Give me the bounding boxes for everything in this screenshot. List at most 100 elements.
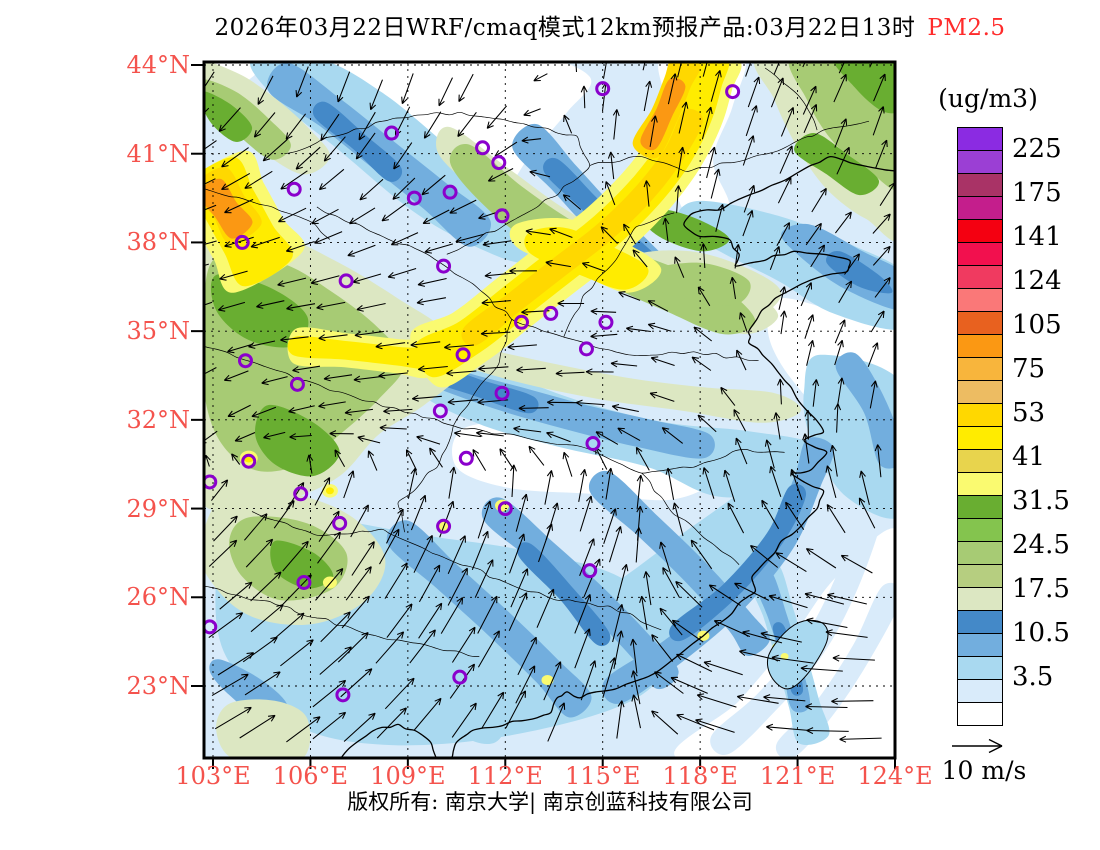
wind-arrow bbox=[204, 178, 216, 185]
pm25-spot bbox=[541, 674, 554, 686]
station-marker bbox=[338, 273, 354, 289]
wind-arrow bbox=[219, 270, 248, 281]
station-marker bbox=[332, 515, 348, 531]
wind-arrow bbox=[318, 168, 345, 191]
wind-arrow bbox=[800, 665, 843, 672]
wind-arrow bbox=[831, 697, 874, 705]
station-marker bbox=[406, 190, 422, 206]
station-marker bbox=[491, 155, 507, 171]
legend-color-cell bbox=[957, 541, 1003, 565]
wind-arrow bbox=[227, 404, 251, 418]
wind-arrow bbox=[314, 477, 331, 506]
wind-arrow bbox=[736, 694, 779, 704]
wind-arrow bbox=[736, 349, 747, 371]
wind-arrow bbox=[697, 286, 711, 307]
lat-label: 44°N bbox=[126, 51, 190, 79]
wind-arrow bbox=[579, 495, 593, 532]
plot-title-text: 2026年03月22日WRF/cmaq模式12km预报产品:03月22日13时 bbox=[214, 15, 916, 41]
pm25-band bbox=[669, 483, 807, 642]
wind-arrow bbox=[221, 172, 251, 191]
lon-label: 109°E bbox=[370, 762, 446, 790]
plot-title-species: PM2.5 bbox=[927, 15, 1006, 41]
legend-color-cell bbox=[957, 449, 1003, 473]
wind-arrow bbox=[345, 566, 372, 601]
wind-arrow bbox=[616, 563, 629, 602]
wind-arrow bbox=[739, 649, 781, 662]
wind-arrow bbox=[285, 113, 307, 140]
station-marker bbox=[204, 474, 218, 490]
wind-arrow bbox=[769, 465, 782, 497]
wind-arrow bbox=[581, 261, 606, 272]
wind-arrow bbox=[343, 712, 376, 742]
wind-arrow bbox=[840, 554, 873, 574]
station-marker bbox=[475, 140, 491, 156]
station-marker bbox=[455, 347, 471, 363]
wind-arrow bbox=[224, 198, 254, 214]
wind-arrow bbox=[827, 592, 867, 605]
lon-label: 106°E bbox=[272, 762, 349, 790]
wind-arrow bbox=[509, 267, 537, 275]
legend-tick-label: 17.5 bbox=[1012, 574, 1070, 604]
wind-arrow bbox=[358, 111, 376, 141]
pm25-region bbox=[642, 262, 751, 306]
legend-unit-label: (ug/m3) bbox=[938, 84, 1038, 113]
wind-arrow bbox=[343, 470, 355, 499]
wind-arrow bbox=[750, 544, 779, 568]
legend-color-cell bbox=[957, 334, 1003, 358]
wind-arrow bbox=[529, 169, 551, 178]
wind-arrow bbox=[872, 106, 885, 136]
province-boundary bbox=[251, 511, 662, 631]
pm25-region bbox=[676, 200, 895, 330]
wind-arrow bbox=[337, 632, 369, 663]
wind-arrow bbox=[477, 595, 498, 634]
wind-arrow bbox=[271, 612, 305, 641]
wind-arrow bbox=[224, 236, 254, 248]
legend-color-cell bbox=[957, 127, 1003, 151]
wind-arrow bbox=[510, 568, 529, 608]
legend-tick-label: 24.5 bbox=[1012, 530, 1070, 560]
wind-arrow bbox=[384, 677, 415, 710]
wind-arrow bbox=[867, 342, 879, 367]
province-boundary bbox=[453, 319, 513, 426]
wind-arrow bbox=[729, 276, 737, 300]
wind-arrow bbox=[227, 343, 254, 354]
legend-tick-label: 41 bbox=[1012, 442, 1046, 472]
wind-arrow bbox=[745, 105, 758, 137]
wind-arrow bbox=[405, 449, 418, 471]
wind-arrow bbox=[277, 207, 307, 223]
wind-arrow bbox=[800, 282, 813, 307]
wind-arrow bbox=[487, 168, 514, 182]
pm25-region bbox=[270, 540, 334, 589]
wind-arrow bbox=[806, 727, 849, 735]
wind-arrow bbox=[336, 71, 351, 103]
wind-arrow bbox=[812, 379, 820, 407]
province-boundary bbox=[563, 336, 759, 362]
lon-label: 112°E bbox=[467, 762, 543, 790]
wind-arrow bbox=[651, 710, 679, 735]
wind-arrow bbox=[350, 504, 369, 538]
wind-arrow bbox=[384, 562, 408, 599]
wind-arrow bbox=[626, 325, 651, 333]
wind-arrow bbox=[580, 85, 588, 109]
wind-arrow bbox=[563, 114, 573, 134]
wind-arrow bbox=[499, 448, 515, 470]
legend-color-cell bbox=[957, 495, 1003, 519]
wind-arrow bbox=[695, 718, 735, 733]
wind-arrow bbox=[208, 539, 238, 567]
wind-arrow bbox=[347, 244, 376, 257]
wind-arrow bbox=[546, 431, 571, 443]
pm25-band bbox=[287, 336, 435, 370]
wind-arrow bbox=[649, 115, 658, 147]
wind-arrow bbox=[647, 300, 669, 312]
wind-arrow bbox=[381, 202, 407, 222]
wind-arrow bbox=[870, 310, 885, 333]
wind-arrow bbox=[837, 377, 845, 406]
wind-arrow bbox=[562, 451, 573, 477]
wind-arrow bbox=[273, 500, 295, 529]
wind-arrow bbox=[257, 75, 274, 105]
wind-arrow bbox=[544, 470, 554, 505]
wind-scale-arrow-icon bbox=[952, 738, 1003, 754]
wind-arrow bbox=[393, 142, 413, 170]
station-marker bbox=[595, 81, 611, 97]
wind-arrow bbox=[693, 326, 713, 342]
